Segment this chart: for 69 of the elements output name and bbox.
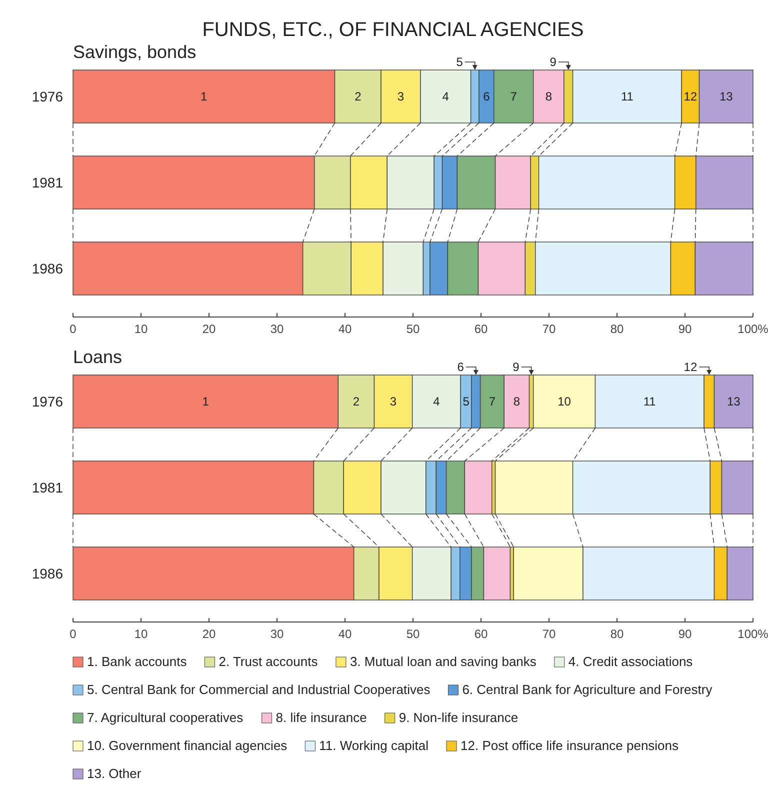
legend-label: 4. Credit associations	[568, 654, 694, 669]
legend-label: 8. life insurance	[276, 710, 367, 725]
annotation: 2	[352, 394, 360, 408]
y-tick-label: 1981	[32, 174, 64, 190]
x-tick-label: 10	[134, 627, 148, 641]
legend-label: 9. Non-life insurance	[398, 710, 518, 725]
x-tick-label: 80	[610, 322, 624, 336]
chart-title: FUNDS, ETC., OF FINANCIAL AGENCIES	[202, 19, 584, 41]
annotation: 11	[620, 90, 634, 104]
annotation: 7	[510, 90, 518, 104]
legend-label: 10. Government financial agencies	[87, 738, 288, 753]
x-tick-label: 100%	[738, 627, 769, 641]
y-tick-label: 1981	[32, 480, 64, 496]
x-tick-label: 0	[70, 322, 77, 336]
x-tick-label: 90	[678, 627, 692, 641]
x-tick-label: 50	[406, 322, 420, 336]
x-tick-label: 30	[270, 322, 284, 336]
annotation: 6	[457, 360, 464, 374]
x-tick-label: 60	[474, 322, 488, 336]
annotation: 2	[354, 90, 362, 104]
annotation: 12	[684, 360, 698, 374]
annotation: 12	[684, 90, 698, 104]
x-tick-label: 50	[406, 627, 420, 641]
legend-label: 11. Working capital	[319, 738, 429, 753]
annotation: 8	[513, 394, 520, 408]
x-tick-label: 80	[610, 627, 624, 641]
legend-label: 1. Bank accounts	[87, 654, 188, 669]
annotation: 10	[558, 394, 572, 408]
annotation: 7	[488, 394, 496, 408]
y-tick-label: 1986	[32, 260, 64, 276]
annotation: 5	[462, 394, 470, 408]
annotation: 5	[456, 55, 464, 69]
chart-title: Loans	[73, 347, 122, 367]
annotation: 13	[719, 90, 734, 104]
annotation: 6	[483, 90, 490, 104]
annotation: 8	[545, 90, 552, 104]
x-tick-label: 20	[202, 322, 216, 336]
legend-label: 13. Other	[87, 766, 142, 781]
x-tick-label: 0	[70, 627, 77, 641]
y-tick-label: 1986	[32, 566, 64, 582]
legend-label: 12. Post office life insurance pensions	[460, 738, 680, 753]
x-tick-label: 60	[474, 627, 488, 641]
legend-label: 7. Agricultural cooperatives	[87, 710, 244, 725]
x-tick-label: 100%	[738, 322, 769, 336]
annotation: 4	[442, 90, 450, 104]
legend-label: 5. Central Bank for Commercial and Industrial Cooperatives	[87, 682, 431, 697]
x-tick-label: 40	[338, 322, 352, 336]
annotation: 1	[202, 394, 210, 408]
x-tick-label: 10	[134, 322, 148, 336]
annotation: 1	[200, 90, 208, 104]
legend-label: 2. Trust accounts	[218, 654, 318, 669]
legend-label: 6. Central Bank for Agriculture and Forestry	[462, 682, 713, 697]
annotation: 13	[726, 394, 741, 408]
x-tick-label: 20	[202, 627, 216, 641]
x-tick-label: 90	[678, 322, 692, 336]
x-tick-label: 40	[338, 627, 352, 641]
annotation: 3	[397, 90, 404, 104]
y-tick-label: 1976	[32, 394, 64, 410]
chart-subtitle: Savings, bonds	[73, 42, 196, 62]
x-tick-label: 70	[542, 627, 556, 641]
x-tick-label: 30	[270, 627, 284, 641]
annotation: 9	[512, 360, 520, 374]
annotation: 3	[390, 394, 397, 408]
annotation: 9	[550, 55, 557, 69]
annotation: 4	[433, 394, 440, 408]
y-tick-label: 1976	[32, 88, 64, 104]
annotation: 11	[643, 394, 656, 408]
x-tick-label: 70	[542, 322, 556, 336]
legend-label: 3. Mutual loan and saving banks	[350, 654, 537, 669]
